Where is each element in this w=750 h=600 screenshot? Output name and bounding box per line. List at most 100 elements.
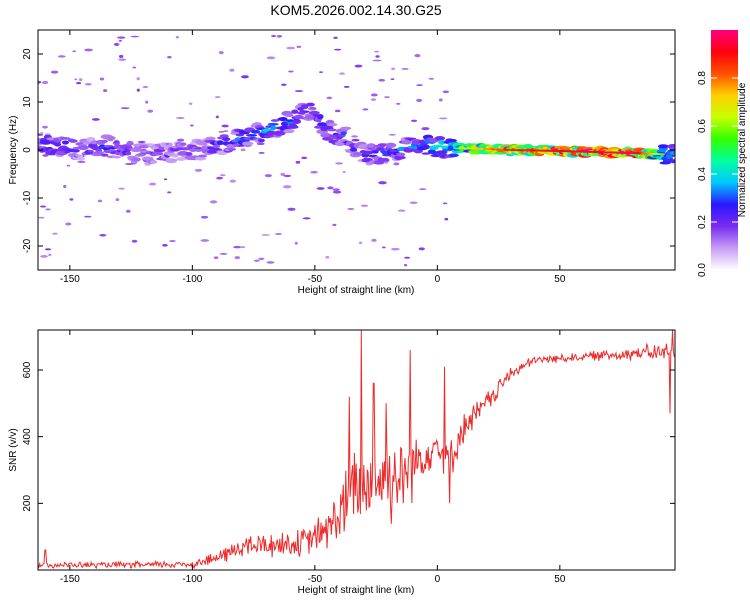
- spectrogram-cell: [42, 154, 49, 157]
- spectrogram-cell: [212, 144, 221, 149]
- colorbar-tick-label: 0.4: [697, 167, 708, 181]
- spectrogram-y-tick-label: -20: [22, 238, 33, 253]
- spectrogram-cell: [371, 238, 377, 242]
- spectrogram-cell: [327, 186, 334, 190]
- spectrogram-cell: [438, 139, 446, 145]
- spectrogram-cell: [215, 115, 219, 119]
- spectrogram-cell: [107, 136, 114, 142]
- spectrogram-cell: [339, 72, 345, 75]
- spectrogram-cell: [234, 137, 242, 142]
- spectrogram-cell: [258, 152, 265, 154]
- spectrogram-y-tick-label: 20: [22, 48, 33, 60]
- spectrogram-cell: [665, 154, 673, 159]
- spectrogram-cell: [246, 133, 258, 137]
- spectrogram-cell: [342, 171, 346, 173]
- spectrogram-cell: [63, 184, 67, 189]
- spectrogram-cell: [66, 164, 71, 167]
- spectrogram-cell: [276, 130, 286, 136]
- spectrogram-cell: [97, 199, 103, 203]
- spectrogram-cell: [391, 67, 396, 71]
- spectrogram-cell: [185, 157, 194, 160]
- spectrogram-cell: [258, 257, 265, 260]
- snr-y-tick-label: 200: [22, 495, 33, 512]
- spectrogram-cell: [421, 152, 431, 155]
- spectrogram-cell: [124, 163, 134, 165]
- spectrogram-x-tick-label: -100: [182, 274, 202, 285]
- spectrogram-cell: [38, 80, 42, 84]
- spectrogram-cell: [72, 50, 77, 53]
- spectrogram-cell: [93, 151, 104, 155]
- spectrogram-cell: [99, 77, 105, 81]
- spectrogram-cell: [326, 96, 333, 100]
- spectrogram-cell: [120, 107, 130, 110]
- spectrogram-cell: [164, 142, 169, 146]
- snr-y-tick-label: 600: [22, 361, 33, 378]
- snr-frame: [37, 329, 676, 571]
- spectrogram-cell: [267, 122, 279, 126]
- spectrogram-cell: [167, 56, 172, 59]
- spectrogram-cell: [126, 140, 134, 146]
- spectrogram-cell: [281, 83, 287, 86]
- spectrogram-cell: [216, 176, 223, 180]
- spectrogram-cell: [209, 200, 218, 204]
- spectrogram-cell: [200, 215, 209, 219]
- spectrogram-cell: [335, 162, 344, 165]
- spectrogram-cell: [241, 75, 249, 79]
- spectrogram-cell: [340, 131, 347, 135]
- spectrogram-cell: [669, 151, 675, 156]
- spectrogram-cell: [416, 84, 423, 86]
- spectrogram-cell: [395, 152, 406, 157]
- spectrogram-cell: [381, 246, 386, 249]
- spectrogram-cell: [354, 64, 363, 68]
- spectrogram-cell: [148, 182, 157, 186]
- spectrogram-cell: [264, 174, 272, 178]
- spectrogram-cell: [347, 207, 355, 210]
- spectrogram-cell: [448, 153, 459, 158]
- spectrogram-cell: [427, 149, 437, 154]
- spectrogram-cell: [375, 55, 380, 58]
- spectrogram-cell: [270, 125, 277, 131]
- colorbar-gradient: [711, 30, 738, 270]
- spectrogram-cell: [194, 156, 207, 161]
- snr-x-tick-label: 50: [554, 574, 566, 585]
- spectrogram-x-axis-label: Height of straight line (km): [298, 285, 415, 296]
- spectrogram-cell: [401, 139, 412, 145]
- spectrogram-cell: [253, 259, 260, 262]
- spectrogram-cell: [372, 59, 382, 62]
- spectrogram-cell: [229, 68, 235, 72]
- spectrogram-cell: [280, 172, 286, 176]
- spectrogram-cell: [388, 133, 396, 136]
- spectrogram-cell: [77, 145, 89, 151]
- spectrogram-cell: [136, 77, 140, 81]
- spectrogram-cell: [256, 142, 265, 146]
- spectrogram-cell: [137, 141, 146, 143]
- spectrogram-cell: [332, 190, 342, 194]
- spectrogram-cell: [315, 119, 322, 123]
- spectrogram-cell: [385, 142, 397, 148]
- spectrogram-cell: [657, 144, 669, 149]
- spectrogram-cell: [194, 168, 203, 172]
- spectrogram-cell: [390, 78, 395, 80]
- spectrogram-cell: [334, 48, 342, 51]
- spectrogram-cell: [169, 240, 176, 243]
- spectrogram-cell: [286, 46, 296, 50]
- spectrogram-cell: [172, 153, 179, 158]
- spectrogram-cell: [370, 93, 378, 97]
- spectrogram-cell: [219, 253, 228, 255]
- spectrogram-cell: [142, 85, 149, 89]
- spectrogram-cell: [370, 98, 377, 101]
- spectrogram-cell: [295, 160, 301, 164]
- spectrogram-cell: [48, 253, 52, 257]
- spectrogram-cell: [278, 116, 288, 122]
- spectrogram-cell: [50, 70, 59, 74]
- spectrogram-cell: [150, 160, 158, 164]
- spectrogram-cell: [395, 155, 406, 160]
- spectrogram-cell: [45, 208, 51, 211]
- spectrogram-cell: [294, 90, 304, 92]
- spectrogram-cell: [283, 185, 292, 189]
- spectrogram-cell: [77, 160, 86, 163]
- spectrogram-cell: [301, 156, 308, 160]
- spectrogram-cell: [421, 127, 430, 131]
- spectrogram-cell: [422, 144, 430, 150]
